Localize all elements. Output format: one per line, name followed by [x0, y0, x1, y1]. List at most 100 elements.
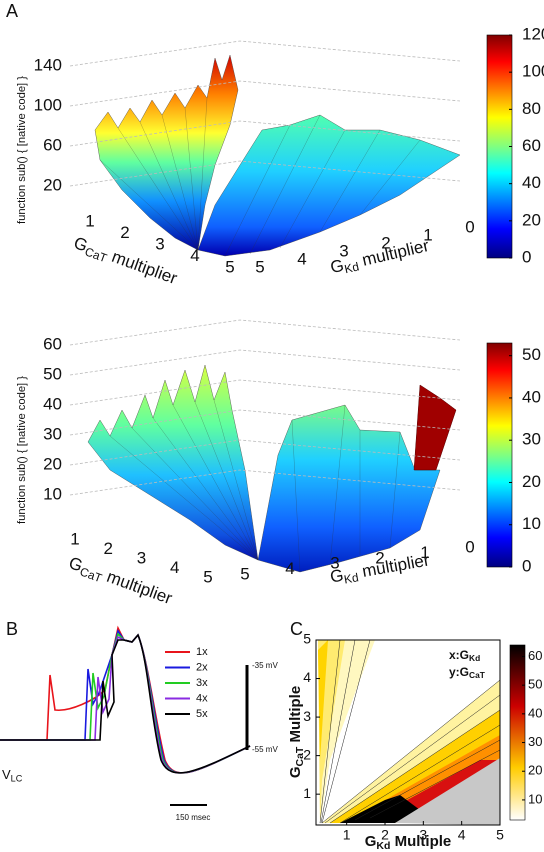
colorbar-tick-label: 30 [528, 734, 542, 749]
voltage-trace [0, 633, 251, 774]
gcat-tick-label: 1 [85, 211, 94, 230]
grid-line [69, 379, 461, 406]
colorbar-tick-label: 0 [522, 556, 531, 575]
y-tick-label: 3 [303, 708, 311, 724]
legend-label: 3x [196, 677, 208, 689]
axis-label: x:GKd [449, 648, 480, 663]
colorbar-tick-label: 40 [522, 173, 541, 192]
label-subscript: CaT [294, 746, 306, 766]
colorbar-tick-label: 30 [522, 430, 541, 449]
gkd-tick-label: 5 [240, 564, 249, 583]
gkd-tick-label: 4 [285, 559, 294, 578]
gcat-tick-label: 3 [155, 234, 164, 253]
label-text: multiplier [356, 551, 431, 582]
label-text: G [365, 833, 377, 850]
grid-line [69, 439, 461, 466]
label-text: G [71, 234, 90, 256]
axis-label: GCaT Multiple [287, 686, 306, 778]
colorbar-tick-label: 60 [528, 648, 542, 663]
axis-label: GCaT multiplier [65, 554, 174, 611]
gkd-tick-label: 4 [297, 249, 306, 268]
legend-label: 2x [196, 661, 208, 673]
label-subscript: LC [11, 774, 23, 784]
z-tick-label: 140 [34, 55, 62, 74]
label-subscript: Kd [343, 260, 360, 277]
grid-line [69, 469, 461, 496]
colorbar-tick-label: 10 [522, 514, 541, 533]
gcat-tick-label: 5 [225, 257, 234, 276]
label-text: G [329, 566, 345, 587]
axis-label: y:GCaT [449, 665, 486, 680]
legend-label: 4x [196, 692, 208, 704]
label-text: multiplier [356, 236, 431, 271]
label-subscript: function sub() { [native code] } [16, 376, 28, 524]
grid-line [69, 40, 461, 67]
gcat-tick-label: 1 [70, 529, 79, 548]
gcat-tick-label: 4 [170, 558, 179, 577]
grid-line [69, 349, 461, 376]
x-tick-label: 3 [419, 827, 427, 843]
z-tick-label: 40 [43, 394, 62, 413]
colorbar-tick-label: 20 [522, 210, 541, 229]
z-tick-label: 10 [43, 484, 62, 503]
z-tick-label: 60 [43, 334, 62, 353]
x-tick-label: 4 [458, 827, 466, 843]
label-text: Multiple [390, 833, 451, 850]
colorbar-tick-label: 80 [522, 99, 541, 118]
colorbar-tick-label: 40 [522, 387, 541, 406]
y-tick-label: 2 [303, 746, 311, 762]
voltage-traces [0, 625, 251, 774]
label-text: y:G [449, 665, 469, 679]
gcat-tick-label: 4 [190, 246, 199, 265]
z-tick-label: 20 [43, 175, 62, 194]
colorbar-tick-label: 100 [522, 62, 544, 81]
surface-duration [94, 54, 461, 257]
y-tick-label: 4 [303, 669, 311, 685]
label-text: G [66, 554, 85, 576]
colorbar-tick-label: 10 [528, 791, 542, 806]
gkd-tick-label: 1 [420, 543, 429, 562]
z-tick-label: 20 [43, 454, 62, 473]
voltage-trace [0, 629, 251, 774]
voltage-trace [0, 633, 251, 774]
colorbar-duration [486, 34, 513, 259]
voltage-scale-label: -55 mV [252, 745, 278, 754]
voltage-trace [0, 625, 251, 774]
colorbar-peak [486, 342, 513, 568]
colorbar-tick-label: 20 [528, 763, 542, 778]
x-tick-label: 2 [381, 827, 389, 843]
label-text: G [287, 767, 304, 779]
gkd-tick-label: 2 [375, 548, 384, 567]
voltage-trace [0, 632, 251, 774]
colorbar-tick-label: 20 [522, 472, 541, 491]
z-tick-label: 50 [43, 364, 62, 383]
gcat-tick-label: 2 [120, 223, 129, 242]
colorbar-tick-label: 60 [522, 136, 541, 155]
gkd-tick-label: 3 [339, 241, 348, 260]
colorbar-tick-label: 50 [522, 345, 541, 364]
gkd-tick-label: 3 [330, 554, 339, 573]
contour-plot [315, 639, 501, 826]
label-text: multiplier [105, 246, 180, 289]
label-subscript: CaT [469, 670, 486, 680]
gcat-tick-label: 3 [137, 548, 146, 567]
z-tick-label: 60 [43, 135, 62, 154]
z-tick-label: 100 [34, 95, 62, 114]
time-scale-label: 150 msec [176, 813, 211, 822]
gcat-tick-label: 5 [203, 567, 212, 586]
surface-peak [87, 364, 457, 573]
gcat-tick-label: 2 [104, 539, 113, 558]
colorbar-c [509, 644, 526, 821]
grid-line [69, 319, 461, 346]
gkd-tick-label: 1 [423, 225, 432, 244]
gkd-tick-label: 2 [381, 233, 390, 252]
y-tick-label: 5 [303, 631, 311, 647]
colorbar-tick-label: 120 [522, 24, 544, 43]
axis-label: VLC [2, 767, 23, 783]
axis-label: function sub() { [native code] } [16, 76, 28, 224]
z-tick-label: 30 [43, 424, 62, 443]
gkd-tick-label: 0 [465, 537, 474, 556]
label-text: x:G [449, 648, 469, 662]
axis-label: GKd Multiple [365, 833, 452, 852]
grid-line [69, 80, 461, 107]
